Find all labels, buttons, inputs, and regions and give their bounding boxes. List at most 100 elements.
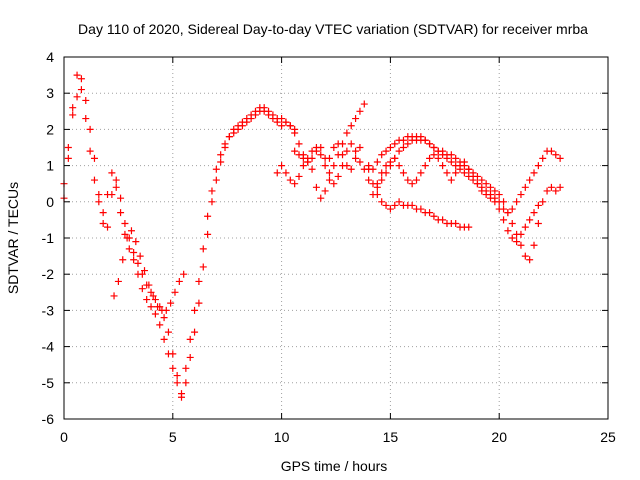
data-point (171, 288, 179, 296)
data-point (186, 335, 194, 343)
data-point (278, 115, 286, 123)
data-point (330, 180, 338, 188)
data-point (108, 169, 116, 177)
data-point (199, 245, 207, 253)
data-point (295, 172, 303, 180)
data-point (534, 201, 542, 209)
data-point (295, 140, 303, 148)
data-point (530, 241, 538, 249)
data-point (217, 151, 225, 159)
data-point (321, 162, 329, 170)
data-point (378, 198, 386, 206)
data-point (191, 306, 199, 314)
data-point (225, 133, 233, 141)
data-point (95, 198, 103, 206)
data-point (195, 277, 203, 285)
data-point (121, 220, 129, 228)
data-point (195, 299, 203, 307)
data-point (208, 198, 216, 206)
data-point (112, 183, 120, 191)
data-point (434, 154, 442, 162)
data-point (365, 176, 373, 184)
data-point (460, 158, 468, 166)
data-point (312, 144, 320, 151)
data-point (251, 111, 259, 119)
data-point (325, 154, 333, 162)
data-point (534, 220, 542, 228)
data-point (356, 144, 364, 151)
data-point (325, 176, 333, 184)
x-tick-label: 20 (491, 429, 507, 445)
data-point (517, 241, 525, 249)
data-point (430, 144, 438, 151)
data-point (530, 169, 538, 177)
data-point (552, 151, 560, 159)
data-point (230, 129, 238, 137)
data-point (278, 122, 286, 130)
data-point (160, 335, 168, 343)
data-point (382, 147, 390, 155)
x-tick-label: 15 (383, 429, 399, 445)
data-point (291, 180, 299, 188)
data-point (330, 144, 338, 151)
data-point (304, 158, 312, 166)
y-tick-label: -4 (42, 339, 55, 355)
data-point (204, 212, 212, 220)
data-point (465, 165, 473, 173)
data-point (151, 310, 159, 318)
data-point (478, 176, 486, 184)
y-tick-label: 4 (46, 49, 54, 65)
data-point (299, 162, 307, 170)
data-point (378, 169, 386, 177)
data-point (64, 154, 72, 162)
y-tick-label: 0 (46, 194, 54, 210)
data-point (430, 212, 438, 220)
data-point (130, 256, 138, 264)
data-point (539, 198, 547, 206)
data-point (173, 379, 181, 387)
data-point (299, 154, 307, 162)
data-point (356, 158, 364, 166)
data-point (517, 191, 525, 199)
data-point (121, 230, 129, 238)
series-track-b (60, 86, 286, 398)
data-point (99, 220, 107, 228)
data-point (491, 198, 499, 206)
data-point (317, 194, 325, 202)
data-point (430, 151, 438, 159)
data-point (408, 201, 416, 209)
data-point (95, 191, 103, 199)
series-track-a (60, 71, 299, 401)
data-point (273, 118, 281, 126)
data-point (191, 328, 199, 336)
data-point (134, 259, 142, 267)
data-point (321, 187, 329, 195)
data-point (186, 353, 194, 361)
data-point (369, 191, 377, 199)
data-point (452, 169, 460, 177)
data-point (443, 169, 451, 177)
data-point (204, 230, 212, 238)
data-point (343, 162, 351, 170)
data-point (136, 252, 144, 260)
data-point (391, 154, 399, 162)
data-point (391, 201, 399, 209)
data-point (382, 201, 390, 209)
data-point (138, 285, 146, 293)
data-point (291, 147, 299, 155)
data-point (473, 180, 481, 188)
data-point (208, 187, 216, 195)
data-point (167, 299, 175, 307)
data-point (247, 115, 255, 123)
data-point (356, 107, 364, 115)
data-point (164, 328, 172, 336)
data-point (269, 115, 277, 123)
data-point (212, 165, 220, 173)
data-point (404, 140, 412, 148)
data-point (149, 292, 157, 300)
data-point (352, 115, 360, 123)
series-track-c (110, 227, 188, 314)
data-point (117, 194, 125, 202)
data-point (399, 169, 407, 177)
